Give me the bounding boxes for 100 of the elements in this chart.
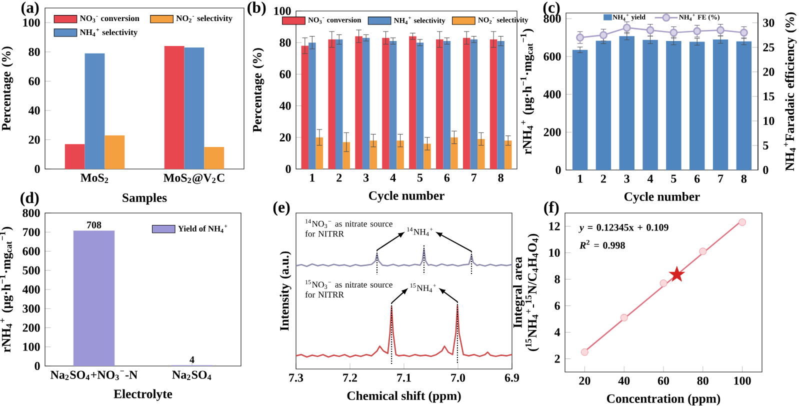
y-tick-label: 60 [280, 70, 291, 78]
x-axis-title: Concentration (ppm) [606, 394, 720, 406]
y-tick-label: 40 [28, 106, 40, 115]
x-tick-label: 100 [734, 376, 751, 385]
y2-tick-label: 25 [763, 43, 774, 52]
y-tick-label: 20 [280, 133, 291, 142]
bar [355, 36, 362, 169]
bar [370, 140, 377, 169]
x-tick-label: 7.3 [289, 374, 304, 382]
chart-title: (a) [21, 2, 39, 16]
bar [84, 53, 105, 169]
x-tick-label: 40 [618, 376, 630, 385]
y-tick-label: 10 [549, 248, 560, 257]
y2-axis-title: NH$_{4}$$^{+}$Faradaic efficiency (%) [784, 12, 797, 171]
text: $^{14}$NO$_{3}$$^{−}$ as nitrate source for NITRR [305, 219, 392, 237]
point [670, 28, 678, 37]
bar [362, 38, 370, 169]
bar [382, 38, 390, 169]
legend-label: NO$_{2}$$^{-}$ selectivity [176, 15, 232, 23]
bar [450, 137, 458, 169]
bar [490, 39, 498, 169]
bar [619, 36, 634, 170]
bar [301, 46, 309, 169]
bar [712, 39, 728, 170]
y-tick-label: 20 [28, 136, 40, 144]
x-tick-label: 5 [417, 174, 423, 182]
data-label: 4 [190, 356, 194, 363]
bar [572, 50, 588, 170]
y-tick-label: 100 [274, 6, 291, 16]
x-tick-label: 3 [364, 174, 369, 182]
bar [736, 41, 752, 170]
bar [642, 40, 658, 170]
bar [690, 42, 705, 170]
legend-label: NO$_{3}$$^{-}$ conversion [80, 15, 140, 22]
y2-tick-label: 20 [763, 68, 774, 76]
x-axis-title: Cycle number [624, 192, 700, 204]
y2-tick-label: 10 [764, 116, 774, 125]
y-tick-label: 500 [22, 266, 40, 274]
y-axis-title: Percentage (%) [2, 46, 14, 131]
bar [389, 41, 397, 169]
x-tick-label: 8 [741, 174, 747, 183]
y2-tick-label: 30 [763, 18, 774, 27]
y-tick-label: 200 [544, 128, 561, 136]
bar [396, 140, 404, 169]
chart-title: (c) [543, 2, 560, 16]
x-tick-label: MoS$_{2}$ [80, 174, 108, 183]
x-tick-label: 5 [671, 174, 676, 183]
bar [104, 135, 125, 169]
point [738, 218, 746, 226]
bar [64, 144, 85, 169]
point [740, 28, 748, 37]
y-tick-label: 4 [554, 328, 560, 336]
x-tick-label: Na$_{2}$SO$_{4}$+NO$_{3}$$^{−}$-N [50, 370, 138, 380]
x-tick-label: 7.0 [451, 374, 466, 382]
y2-tick-label: 15 [764, 92, 774, 100]
x-tick-label: 2 [600, 174, 606, 183]
point [599, 31, 608, 40]
bar [335, 39, 343, 169]
chart-title: (f) [544, 201, 559, 216]
annotation: R$^{2}$ = 0.998 [580, 240, 625, 249]
y-tick-label: 100 [23, 342, 40, 351]
point [620, 314, 628, 322]
y-tick-label: 800 [544, 14, 561, 23]
x-axis-title: Chemical shift (ppm) [347, 390, 461, 403]
point [699, 248, 707, 256]
bar [204, 147, 224, 169]
y-tick-label: 300 [22, 304, 40, 313]
x-tick-label: 20 [579, 376, 590, 385]
bar [470, 39, 478, 169]
x-axis-title: Samples [122, 193, 167, 205]
y-tick-label: 0 [556, 166, 561, 174]
x-tick-label: 1 [578, 174, 582, 183]
bar [409, 36, 416, 169]
y-tick-label: 400 [22, 285, 40, 294]
legend-label: NH$_{4}$$^{+}$ selectivity [80, 28, 138, 37]
x-tick-label: 2 [336, 174, 342, 182]
point [580, 348, 588, 356]
y-tick-label: 80 [280, 38, 291, 47]
bar [416, 42, 424, 169]
y-tick-label: 8 [554, 275, 560, 284]
point [622, 24, 631, 32]
y-tick-label: 40 [279, 102, 291, 110]
y-tick-label: 800 [22, 208, 40, 218]
x-tick-label: 60 [658, 376, 670, 385]
bar [328, 39, 336, 169]
point [646, 26, 654, 34]
point [693, 27, 702, 36]
bar [497, 41, 504, 169]
bar [184, 48, 204, 169]
x-tick-label: 7.2 [343, 374, 357, 382]
bar [342, 142, 350, 169]
y2-tick-label: 0 [763, 166, 768, 174]
bar [504, 140, 512, 169]
x-axis-title: Cycle number [368, 190, 444, 202]
x-axis-title: Electrolyte [114, 389, 172, 401]
x-tick-label: Na$_{2}$SO$_{4}$ [172, 370, 212, 380]
x-tick-label: 6 [444, 174, 450, 182]
y-tick-label: 600 [22, 247, 40, 256]
bar [443, 41, 451, 169]
y-tick-label: 200 [22, 324, 40, 332]
